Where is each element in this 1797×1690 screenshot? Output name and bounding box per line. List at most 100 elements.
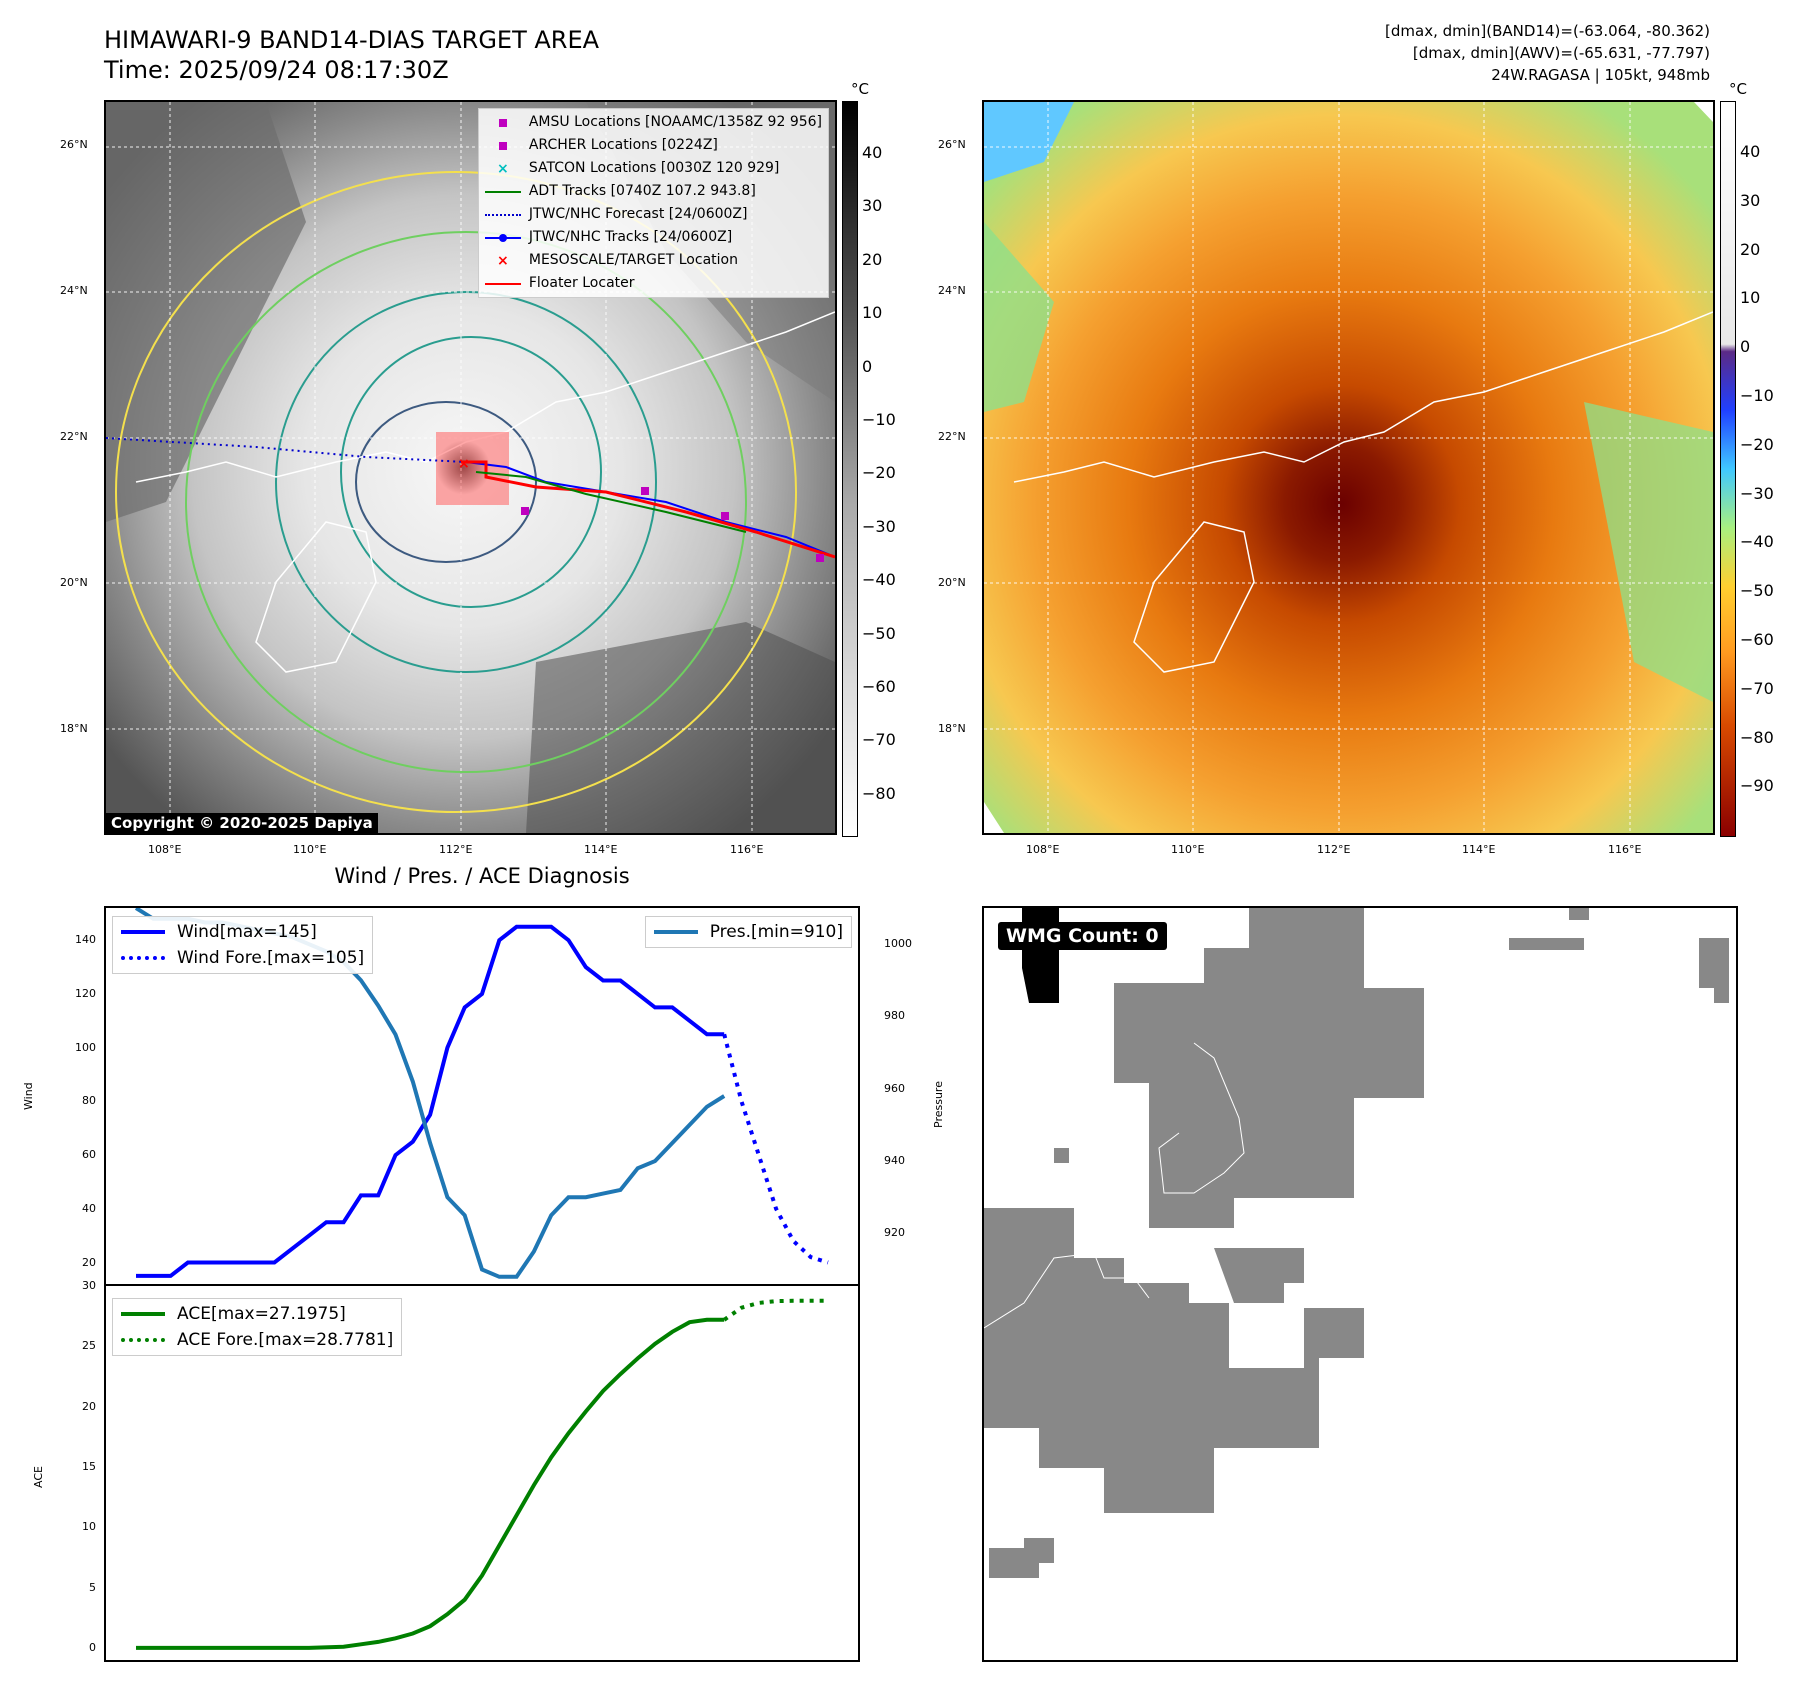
colorbar-tick: −70 <box>862 730 896 750</box>
lat-label: 18°N <box>938 722 966 735</box>
colorbar-tick: 40 <box>1740 142 1761 161</box>
lat-label: 22°N <box>938 430 966 443</box>
copyright-label: Copyright © 2020-2025 Dapiya <box>106 813 378 833</box>
colorbar-tick: −10 <box>1740 386 1774 405</box>
lon-label: 112°E <box>439 843 473 856</box>
legend-ace: ACE[max=27.1975] <box>177 1304 346 1324</box>
lon-label: 108°E <box>148 843 182 856</box>
colorbar-tick: 0 <box>862 356 873 376</box>
wind-tick: 120 <box>75 986 96 1000</box>
wmg-panel: WMG Count: 0 <box>982 906 1738 1662</box>
colorbar-tick: 30 <box>1740 190 1761 210</box>
wind-tick: 100 <box>75 1040 96 1054</box>
colorbar-tick: 20 <box>1740 239 1761 259</box>
colorbar-tick: 20 <box>862 249 883 269</box>
colorbar-tick: −60 <box>862 677 896 696</box>
left-map-legend: AMSU Locations [NOAAMC/1358Z 92 956] ARC… <box>477 108 829 298</box>
ace-chart: ACE[max=27.1975] ACE Fore.[max=28.7781] <box>104 1284 860 1662</box>
series-line-0 <box>136 1317 725 1650</box>
wind-pressure-chart: Wind[max=145] Wind Fore.[max=105] Pres.[… <box>104 906 860 1286</box>
right-colorbar <box>1720 101 1736 837</box>
lat-label: 26°N <box>60 138 88 151</box>
lon-label: 114°E <box>1462 843 1496 856</box>
wind-tick: 140 <box>75 933 96 947</box>
legend-archer: ARCHER Locations [0224Z] <box>485 134 822 157</box>
legend-satcon: × SATCON Locations [0030Z 120 929] <box>496 160 780 177</box>
ace-tick: 5 <box>89 1580 96 1594</box>
colorbar-tick: 10 <box>1740 288 1761 308</box>
lat-label: 20°N <box>60 576 88 589</box>
chart-title: HIMAWARI-9 BAND14-DIAS TARGET AREA <box>104 26 600 54</box>
colorbar-tick: −30 <box>862 516 896 536</box>
lon-label: 110°E <box>293 843 327 856</box>
colorbar-tick: −80 <box>1740 727 1774 747</box>
wind-tick: 20 <box>82 1255 96 1269</box>
colorbar-tick: −60 <box>1740 630 1774 649</box>
colorbar-tick: 0 <box>1740 337 1751 357</box>
lat-label: 24°N <box>938 284 966 297</box>
colorbar-tick: −40 <box>1740 532 1774 552</box>
lon-label: 116°E <box>730 843 764 856</box>
wmg-count-label: WMG Count: 0 <box>998 922 1167 950</box>
legend-wind: Wind[max=145] <box>177 922 317 942</box>
pressure-tick: 1000 <box>884 937 912 951</box>
right-colorbar-unit: °C <box>1729 80 1747 98</box>
lat-label: 22°N <box>60 430 88 443</box>
colorbar-tick: −40 <box>862 570 896 590</box>
pressure-tick: 940 <box>884 1154 905 1168</box>
left-colorbar <box>842 101 858 837</box>
series-line-1 <box>723 1298 828 1322</box>
lon-label: 110°E <box>1171 843 1205 856</box>
lon-label: 112°E <box>1317 843 1351 856</box>
ace-tick: 30 <box>82 1279 96 1292</box>
lat-label: 26°N <box>938 138 966 151</box>
info-awv: [dmax, dmin](AWV)=(-65.631, -77.797) <box>1412 44 1710 62</box>
colorbar-tick: −90 <box>1740 776 1774 796</box>
lat-label: 24°N <box>60 284 88 297</box>
left-colorbar-unit: °C <box>851 80 869 98</box>
colorbar-tick: −70 <box>1740 678 1774 698</box>
colorbar-tick: 30 <box>862 196 883 216</box>
ace-tick: 10 <box>82 1520 96 1534</box>
legend-pressure: Pres.[min=910] <box>709 922 843 942</box>
legend-mesoscale: × MESOSCALE/TARGET Location <box>496 252 738 269</box>
colorbar-tick: 10 <box>862 303 883 323</box>
pressure-tick: 960 <box>884 1081 905 1095</box>
lon-label: 116°E <box>1608 843 1642 856</box>
right-map-graphic <box>984 102 1713 833</box>
wind-axis-label: Wind <box>22 1082 35 1110</box>
lon-label: 114°E <box>584 843 618 856</box>
pressure-tick: 980 <box>884 1009 905 1023</box>
legend-jtwc-forecast: JTWC/NHC Forecast [24/0600Z] <box>484 203 822 226</box>
pressure-legend: Pres.[min=910] <box>644 916 852 948</box>
right-awv-map <box>982 100 1715 835</box>
legend-jtwc-tracks: JTWC/NHC Tracks [24/0600Z] <box>484 226 822 249</box>
legend-ace-forecast: ACE Fore.[max=28.7781] <box>177 1330 394 1350</box>
diagnosis-title: Wind / Pres. / ACE Diagnosis <box>334 864 630 888</box>
colorbar-tick: 40 <box>862 143 883 162</box>
wind-tick: 80 <box>82 1094 96 1108</box>
wind-legend: Wind[max=145] Wind Fore.[max=105] <box>112 916 374 974</box>
ace-tick: 20 <box>82 1399 96 1413</box>
lat-label: 18°N <box>60 722 88 735</box>
colorbar-tick: −20 <box>862 463 896 483</box>
lat-label: 20°N <box>938 576 966 589</box>
pressure-axis-label: Pressure <box>932 1081 945 1128</box>
svg-text:×: × <box>458 456 470 472</box>
series-line-0 <box>136 924 725 1278</box>
colorbar-tick: −50 <box>862 623 896 643</box>
ace-tick: 0 <box>89 1640 96 1654</box>
legend-wind-forecast: Wind Fore.[max=105] <box>177 948 365 968</box>
series-line-1 <box>722 1033 829 1265</box>
info-band14: [dmax, dmin](BAND14)=(-63.064, -80.362) <box>1385 22 1710 40</box>
wind-tick: 40 <box>82 1201 96 1215</box>
pressure-tick: 920 <box>884 1226 905 1240</box>
chart-time: Time: 2025/09/24 08:17:30Z <box>104 56 449 84</box>
ace-tick: 15 <box>82 1459 96 1473</box>
colorbar-tick: −80 <box>862 783 896 803</box>
lon-label: 108°E <box>1026 843 1060 856</box>
colorbar-tick: −50 <box>1740 581 1774 601</box>
colorbar-tick: −10 <box>862 410 896 429</box>
legend-adt: ADT Tracks [0740Z 107.2 943.8] <box>484 180 822 203</box>
ace-plot <box>136 1298 828 1650</box>
